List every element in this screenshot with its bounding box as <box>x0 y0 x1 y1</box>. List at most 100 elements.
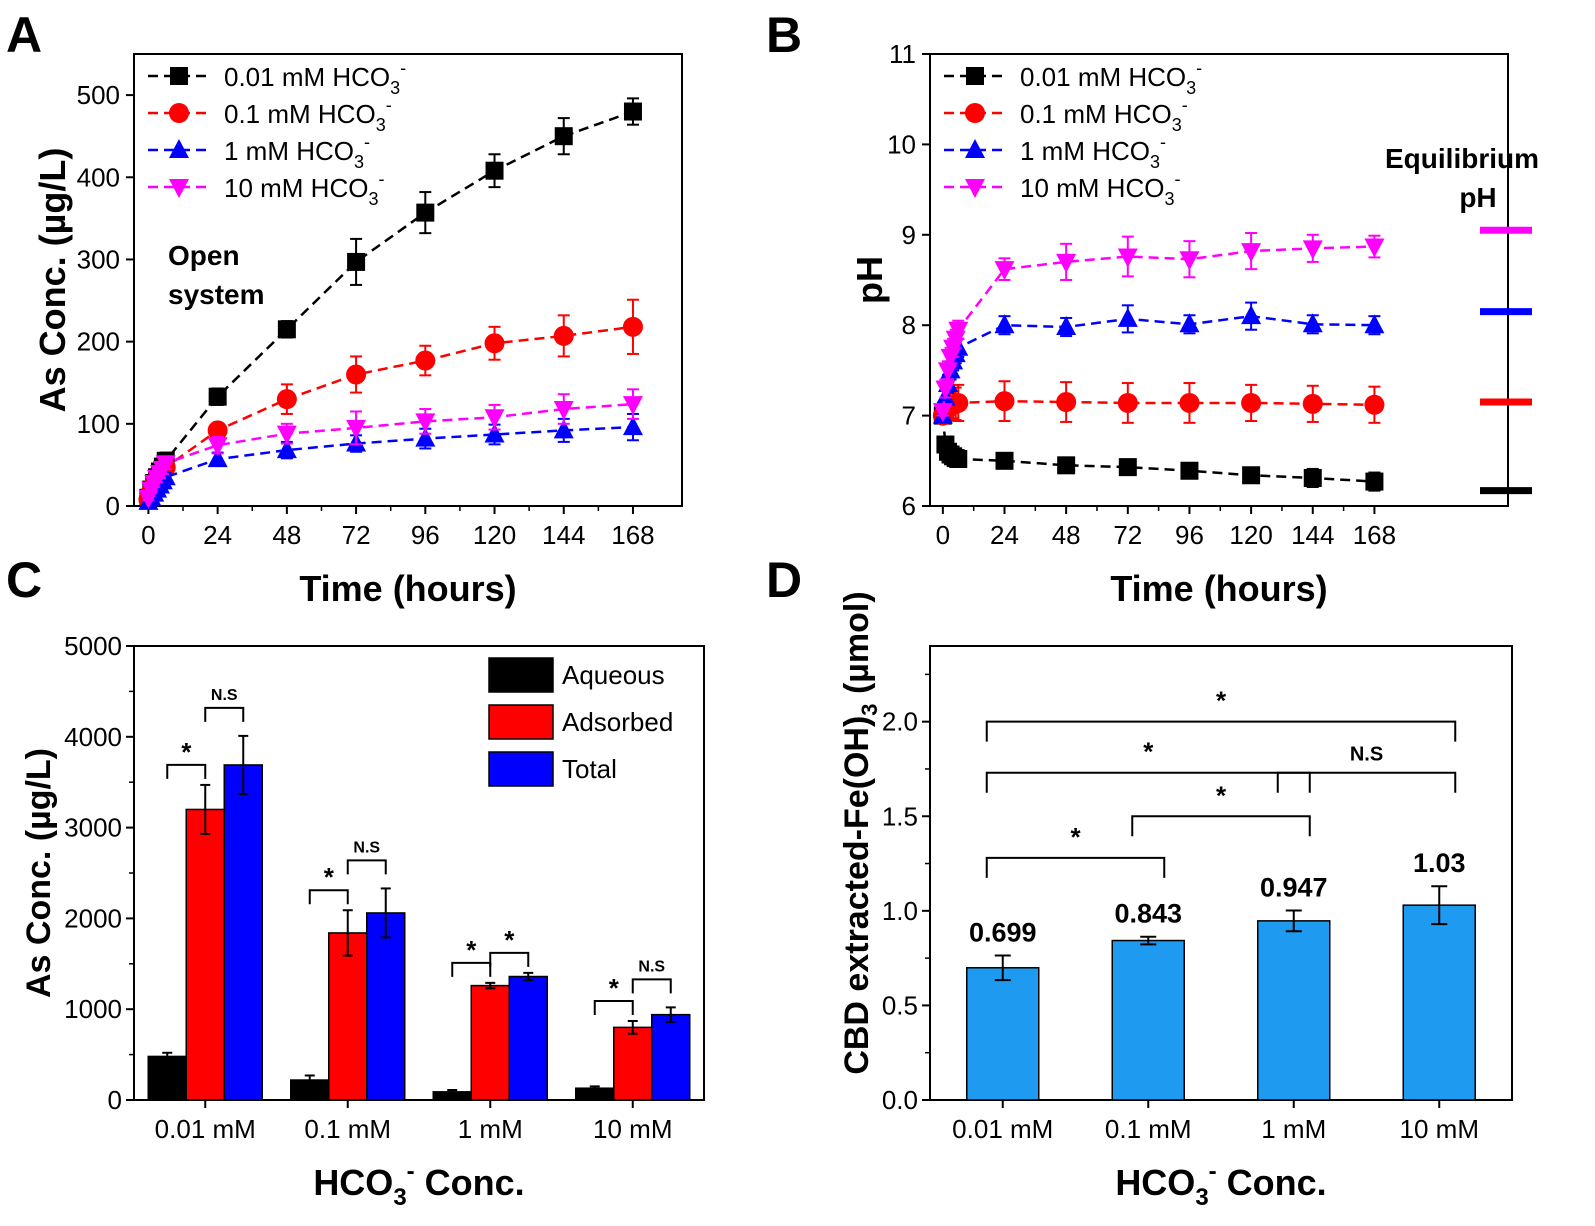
data-point <box>622 316 643 337</box>
legend-entry: 0.01 mM HCO3- <box>224 58 406 98</box>
data-point <box>623 102 642 121</box>
x-tick-label: 48 <box>272 520 301 550</box>
data-point <box>277 320 296 339</box>
x-tick-label: 1 mM <box>1261 1114 1326 1144</box>
legend-swatch <box>488 751 554 787</box>
significance-bracket: * <box>1131 780 1311 837</box>
series-2 <box>223 734 691 1101</box>
error-bar <box>523 971 534 982</box>
data-point <box>994 314 1015 334</box>
x-tick-label: 0.1 mM <box>1105 1114 1192 1144</box>
bracket-line <box>166 763 207 779</box>
x-tick-label: 96 <box>411 520 440 550</box>
y-tick-label: 100 <box>77 409 120 439</box>
significance-label: * <box>181 737 192 767</box>
significance-label: * <box>466 935 477 965</box>
legend-marker <box>965 139 985 158</box>
significance-label: N.S <box>353 839 380 856</box>
legend-entry: 1 mM HCO3- <box>224 132 370 172</box>
significance-label: * <box>1216 686 1227 716</box>
plot-frame <box>929 645 1513 1101</box>
x-axis-title: HCO3- Conc. <box>1115 1158 1326 1211</box>
y-tick-label: 9 <box>902 220 916 250</box>
panel-letter-d: D <box>766 552 802 608</box>
y-tick-label: 11 <box>889 39 916 69</box>
significance-label: * <box>1143 737 1154 767</box>
y-tick-label: 0.5 <box>882 990 918 1020</box>
panel-d-chart: 0.0 0.5 1.0 1.5 2.0 0.01 mM 0.1 mM 1 mM 10 mM 0.6… <box>838 591 1513 1211</box>
y-tick-label: 6 <box>902 491 916 521</box>
y-tick-label: 200 <box>77 327 120 357</box>
data-point <box>1056 253 1077 273</box>
bracket-line <box>593 1000 634 1016</box>
bracket-line <box>985 856 1166 878</box>
series-1 <box>185 783 653 1101</box>
x-tick-label: 24 <box>990 520 1019 550</box>
data-point <box>207 448 228 468</box>
data-label: 0.699 <box>969 917 1037 947</box>
bracket-line <box>451 961 492 977</box>
series-3 <box>138 388 643 509</box>
legend-marker <box>965 103 985 123</box>
error-bar <box>342 909 353 957</box>
y-axis-title: CBD extracted-Fe(OH)3 (µmol) <box>838 591 882 1074</box>
bracket-line <box>1276 771 1457 793</box>
data-point <box>1242 466 1261 485</box>
y-tick-label: 400 <box>77 162 120 192</box>
bracket-line <box>308 889 349 905</box>
significance-label: N.S <box>1350 744 1383 766</box>
data-point <box>485 161 504 180</box>
bar <box>223 764 263 1101</box>
panel-c-chart: 0 1000 2000 3000 4000 5000 0.01 mM 0.1 mM 1 mM 10… <box>20 631 705 1211</box>
bar <box>328 932 368 1101</box>
series-line <box>147 425 634 503</box>
data-point <box>346 364 367 385</box>
annotation-line-2: system <box>168 279 265 310</box>
bar <box>470 984 510 1101</box>
significance-bracket: * <box>451 935 492 977</box>
legend-swatch <box>488 704 554 740</box>
legend-marker <box>169 103 189 123</box>
y-tick-label: 10 <box>887 129 916 159</box>
legend-entry: Total <box>562 754 617 784</box>
y-tick-label: 0 <box>108 1085 122 1115</box>
bar <box>1402 904 1476 1101</box>
bar <box>1257 920 1331 1101</box>
error-bar <box>238 734 249 796</box>
data-point <box>994 261 1015 281</box>
x-tick-label: 0 <box>936 520 950 550</box>
x-tick-label: 24 <box>203 520 232 550</box>
y-axis-title: As Conc. (µg/L) <box>32 148 73 413</box>
data-point <box>553 401 574 421</box>
data-point <box>1241 243 1262 263</box>
legend-entry: 0.1 mM HCO3- <box>224 95 392 135</box>
x-tick-label: 0.1 mM <box>304 1114 391 1144</box>
y-tick-label: 8 <box>902 310 916 340</box>
y-tick-label: 500 <box>77 80 120 110</box>
x-tick-label: 0.01 mM <box>952 1114 1053 1144</box>
data-point <box>995 451 1014 470</box>
y-tick-label: 5000 <box>64 631 122 661</box>
error-bar <box>1140 935 1157 946</box>
data-point <box>155 455 176 475</box>
x-axis-title: Time (hours) <box>299 568 516 609</box>
data-point <box>1117 248 1138 268</box>
data-point <box>415 413 436 433</box>
panel-letter-a: A <box>6 7 42 63</box>
legend-entry: 10 mM HCO3- <box>1020 169 1180 209</box>
data-point <box>1179 313 1200 333</box>
x-axis-title: HCO3- Conc. <box>313 1158 524 1211</box>
data-point <box>207 437 228 457</box>
data-point <box>484 423 505 443</box>
data-point <box>1179 251 1200 271</box>
x-tick-label: 96 <box>1175 520 1204 550</box>
data-point <box>932 403 953 423</box>
data-point <box>622 396 643 416</box>
y-axis-title: pH <box>849 256 890 304</box>
data-point <box>1302 313 1323 333</box>
data-point <box>949 449 968 468</box>
data-label: 1.03 <box>1413 848 1466 878</box>
legend-marker <box>966 67 984 85</box>
data-point <box>1303 468 1322 487</box>
